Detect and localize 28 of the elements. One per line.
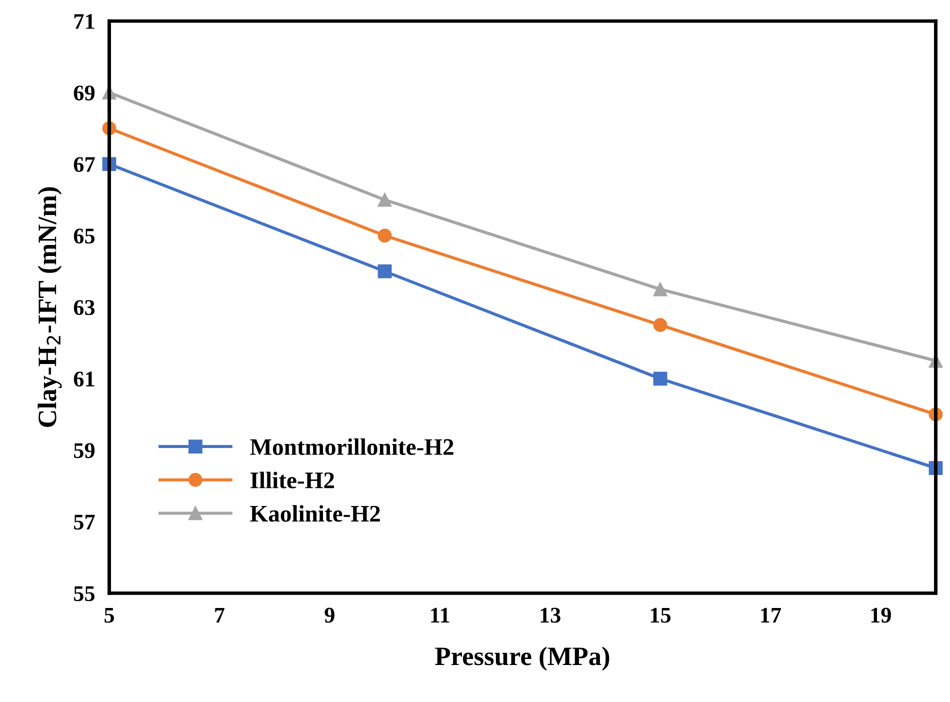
- y-tick-label: 57: [74, 514, 95, 530]
- x-tick-label: 19: [871, 608, 891, 623]
- point: [378, 228, 392, 243]
- x-axis-title: Pressure (MPa): [435, 646, 610, 671]
- x-tick-label: 13: [540, 608, 560, 623]
- x-tick-label: 17: [761, 608, 782, 622]
- point: [653, 318, 668, 332]
- y-tick-label: 67: [74, 157, 95, 172]
- y-tick-label: 61: [74, 372, 94, 387]
- x-tick-label: 5: [104, 608, 114, 623]
- point: [378, 264, 392, 278]
- point: [653, 372, 668, 386]
- point: [653, 282, 668, 296]
- x-tick-label: 15: [650, 608, 671, 623]
- y-tick-label: 69: [74, 86, 95, 101]
- legend-label: Montmorillonite-H2: [250, 438, 454, 456]
- legend-label: Kaolinite-H2: [250, 505, 380, 522]
- point: [378, 192, 392, 207]
- y-tick-label: 65: [74, 228, 95, 244]
- x-tick-label: 11: [431, 608, 450, 622]
- y-tick-label: 59: [74, 443, 95, 458]
- y-tick-label: 55: [74, 586, 95, 602]
- legend-label: Illite-H2: [250, 472, 334, 488]
- y-tick-label: 63: [74, 300, 95, 316]
- y-axis-title: Clay-H$_{2}$-IFT (mN/m): [38, 187, 62, 427]
- x-tick-label: 9: [324, 608, 334, 623]
- y-tick-label: 71: [74, 14, 94, 29]
- x-tick-label: 7: [215, 608, 224, 622]
